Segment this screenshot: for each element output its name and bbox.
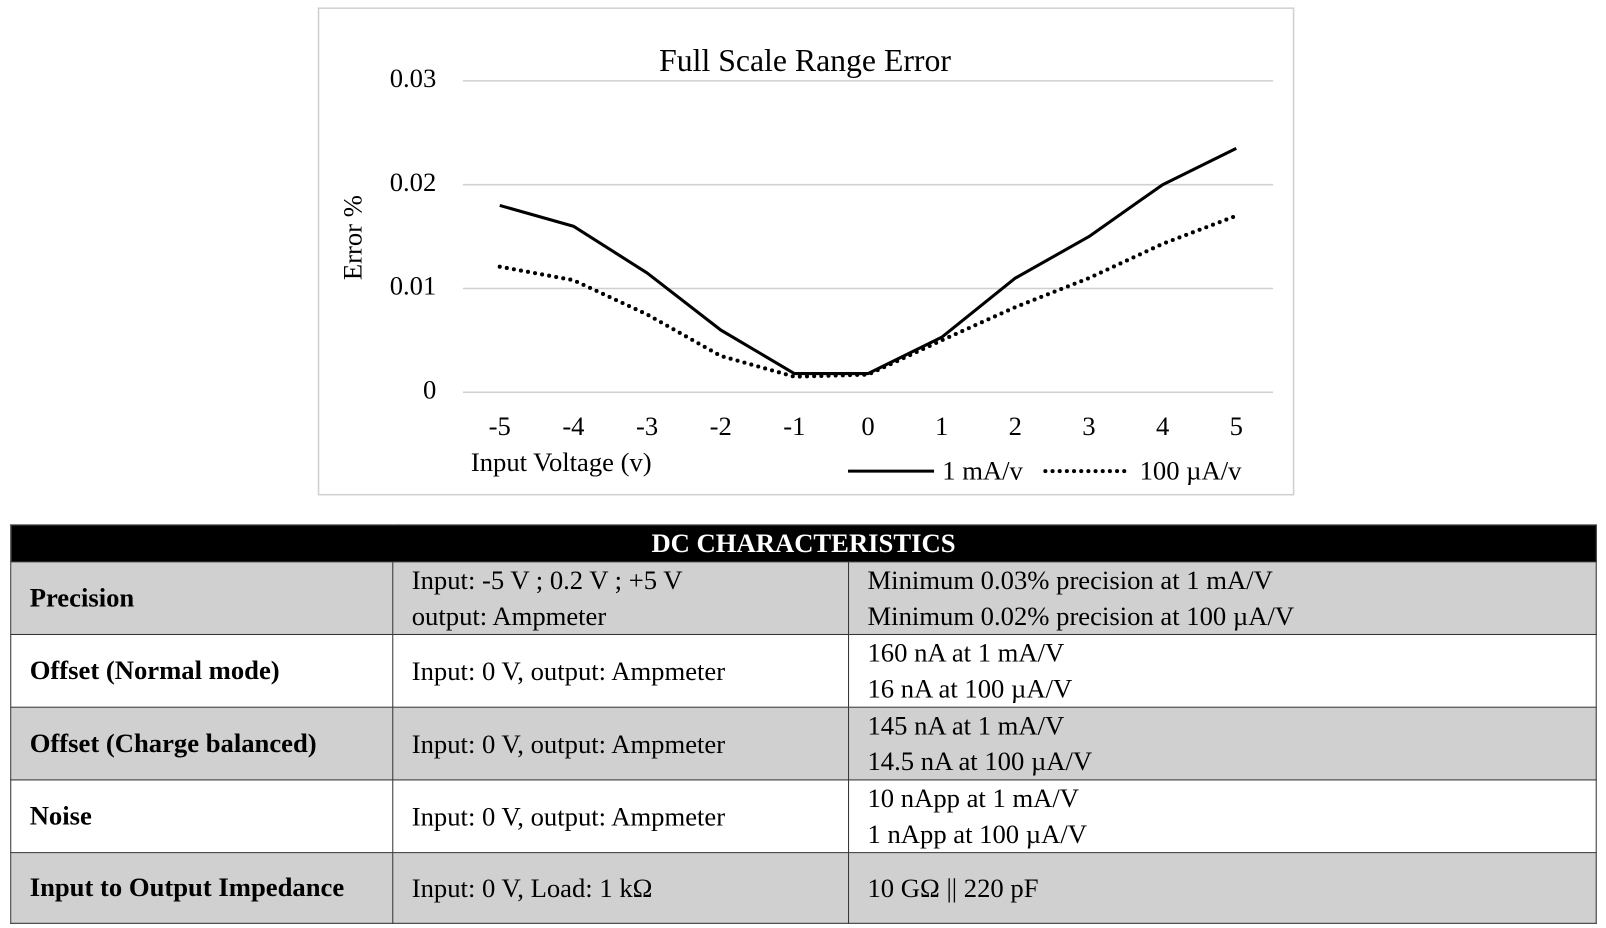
- x-tick-label: -5: [489, 411, 511, 441]
- table-row: Offset (Normal mode) Input: 0 V, output: …: [10, 633, 1597, 708]
- cell-text: 16 nA at 100 µA/V: [867, 673, 1073, 704]
- cell-text: Input: 0 V, output: Ampmeter: [411, 656, 726, 686]
- cell-text: 14.5 nA at 100 µA/V: [867, 746, 1093, 777]
- table-cell: Input: -5 V ; 0.2 V ; +5 V output: Ampmet…: [392, 561, 850, 636]
- x-tick-label: -3: [636, 411, 658, 441]
- table-cell: Noise: [10, 779, 394, 854]
- cell-text: output: Ampmeter: [411, 601, 607, 631]
- x-tick-label: 2: [1009, 411, 1022, 441]
- cell-text: Offset (Charge balanced): [29, 728, 317, 758]
- table-cell: Input: 0 V, output: Ampmeter: [392, 706, 850, 781]
- table-cell: Precision: [10, 561, 394, 636]
- table-row: Input to Output Impedance Input: 0 V, Loa…: [10, 852, 1597, 924]
- table-row: Precision Input: -5 V ; 0.2 V ; +5 V outpu…: [10, 561, 1597, 636]
- cell-text: Input: 0 V, output: Ampmeter: [411, 728, 726, 759]
- x-tick-label: 3: [1082, 411, 1095, 441]
- table-cell: 10 GΩ || 220 pF: [848, 852, 1597, 924]
- y-tick-label: 0.01: [390, 271, 437, 301]
- cell-text: Offset (Normal mode): [29, 655, 280, 686]
- legend-label: 100 µA/v: [1140, 455, 1243, 485]
- legend-label: 1 mA/v: [942, 455, 1023, 485]
- cell-text: Input: -5 V ; 0.2 V ; +5 V: [411, 565, 683, 596]
- table-cell: 10 nApp at 1 mA/V 1 nApp at 100 µA/V: [848, 779, 1597, 854]
- cell-text: Input to Output Impedance: [29, 872, 345, 903]
- table-cell: Input: 0 V, Load: 1 kΩ: [392, 852, 850, 924]
- x-axis-title: Input Voltage (v): [471, 447, 652, 477]
- table-cell: 145 nA at 1 mA/V 14.5 nA at 100 µA/V: [848, 706, 1597, 781]
- table-cell: Input: 0 V, output: Ampmeter: [392, 779, 850, 854]
- x-tick-label: 5: [1230, 411, 1243, 441]
- x-tick-label: -2: [710, 411, 732, 441]
- cell-text: 160 nA at 1 mA/V: [867, 638, 1065, 668]
- cell-text: 1 nApp at 100 µA/V: [867, 819, 1087, 850]
- x-tick-label: -4: [562, 411, 584, 441]
- cell-text: Noise: [29, 800, 92, 831]
- chart: Full Scale Range Error Error % Input Vol…: [317, 7, 1295, 496]
- series-line: [499, 146, 1237, 376]
- cell-text: 10 nApp at 1 mA/V: [867, 783, 1080, 814]
- cell-text: 145 nA at 1 mA/V: [867, 710, 1065, 741]
- x-tick-label: 0: [861, 411, 874, 441]
- cell-text: Minimum 0.03% precision at 1 mA/V: [867, 565, 1273, 596]
- x-tick-label: -1: [783, 411, 805, 441]
- y-axis-title: Error %: [338, 195, 368, 280]
- y-tick-label: 0.02: [390, 167, 437, 197]
- table-cell: Offset (Normal mode): [10, 633, 394, 708]
- table-title: DC CHARACTERISTICS: [10, 524, 1597, 563]
- table-row: Offset (Charge balanced) Input: 0 V, outp…: [10, 706, 1597, 781]
- table-cell: Minimum 0.03% precision at 1 mA/V Minimum…: [848, 561, 1597, 636]
- table-cell: Offset (Charge balanced): [10, 706, 394, 781]
- table-cell: Input to Output Impedance: [10, 852, 394, 924]
- cell-text: Input: 0 V, output: Ampmeter: [411, 801, 726, 832]
- chart-frame: [317, 7, 1295, 496]
- table-row: Noise Input: 0 V, output: Ampmeter 10 nApp…: [10, 779, 1597, 854]
- cell-text: Input: 0 V, Load: 1 kΩ: [411, 873, 653, 903]
- x-tick-label: 4: [1156, 411, 1169, 441]
- cell-text: Precision: [29, 582, 135, 613]
- table-cell: Input: 0 V, output: Ampmeter: [392, 633, 850, 708]
- y-tick-label: 0.03: [390, 63, 437, 93]
- y-tick-label: 0: [423, 374, 436, 404]
- x-tick-label: 1: [935, 411, 948, 441]
- table-cell: 160 nA at 1 mA/V 16 nA at 100 µA/V: [848, 633, 1597, 708]
- dc-table: DC CHARACTERISTICS Precision Input: -5 V …: [10, 524, 1597, 924]
- chart-title: Full Scale Range Error: [659, 43, 951, 78]
- cell-text: Minimum 0.02% precision at 100 µA/V: [867, 601, 1295, 631]
- series-line: [497, 213, 1239, 379]
- cell-text: 10 GΩ || 220 pF: [867, 873, 1039, 903]
